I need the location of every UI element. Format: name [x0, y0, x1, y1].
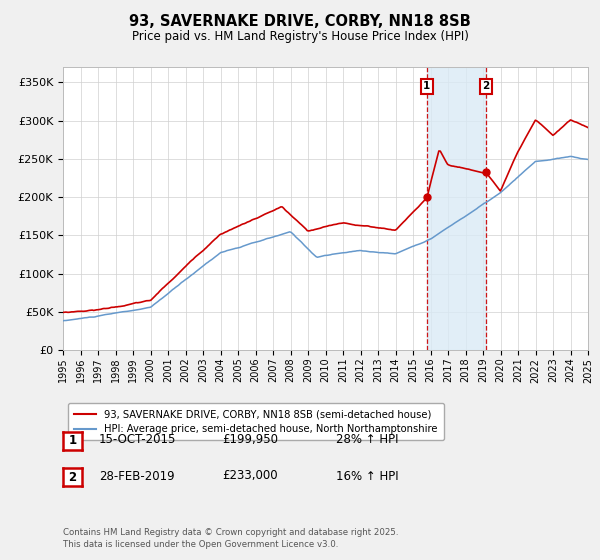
Text: 1: 1 [423, 81, 430, 91]
Text: Price paid vs. HM Land Registry's House Price Index (HPI): Price paid vs. HM Land Registry's House … [131, 30, 469, 44]
Text: £199,950: £199,950 [222, 433, 278, 446]
Text: 2: 2 [482, 81, 490, 91]
Text: Contains HM Land Registry data © Crown copyright and database right 2025.
This d: Contains HM Land Registry data © Crown c… [63, 528, 398, 549]
Text: 28-FEB-2019: 28-FEB-2019 [99, 469, 175, 483]
Text: 15-OCT-2015: 15-OCT-2015 [99, 433, 176, 446]
Text: £233,000: £233,000 [222, 469, 278, 483]
Text: 2: 2 [68, 470, 77, 484]
Text: 93, SAVERNAKE DRIVE, CORBY, NN18 8SB: 93, SAVERNAKE DRIVE, CORBY, NN18 8SB [129, 14, 471, 29]
Text: 28% ↑ HPI: 28% ↑ HPI [336, 433, 398, 446]
Legend: 93, SAVERNAKE DRIVE, CORBY, NN18 8SB (semi-detached house), HPI: Average price, : 93, SAVERNAKE DRIVE, CORBY, NN18 8SB (se… [68, 403, 443, 440]
Bar [427, 67, 486, 350]
Text: 1: 1 [68, 434, 77, 447]
Text: 16% ↑ HPI: 16% ↑ HPI [336, 469, 398, 483]
